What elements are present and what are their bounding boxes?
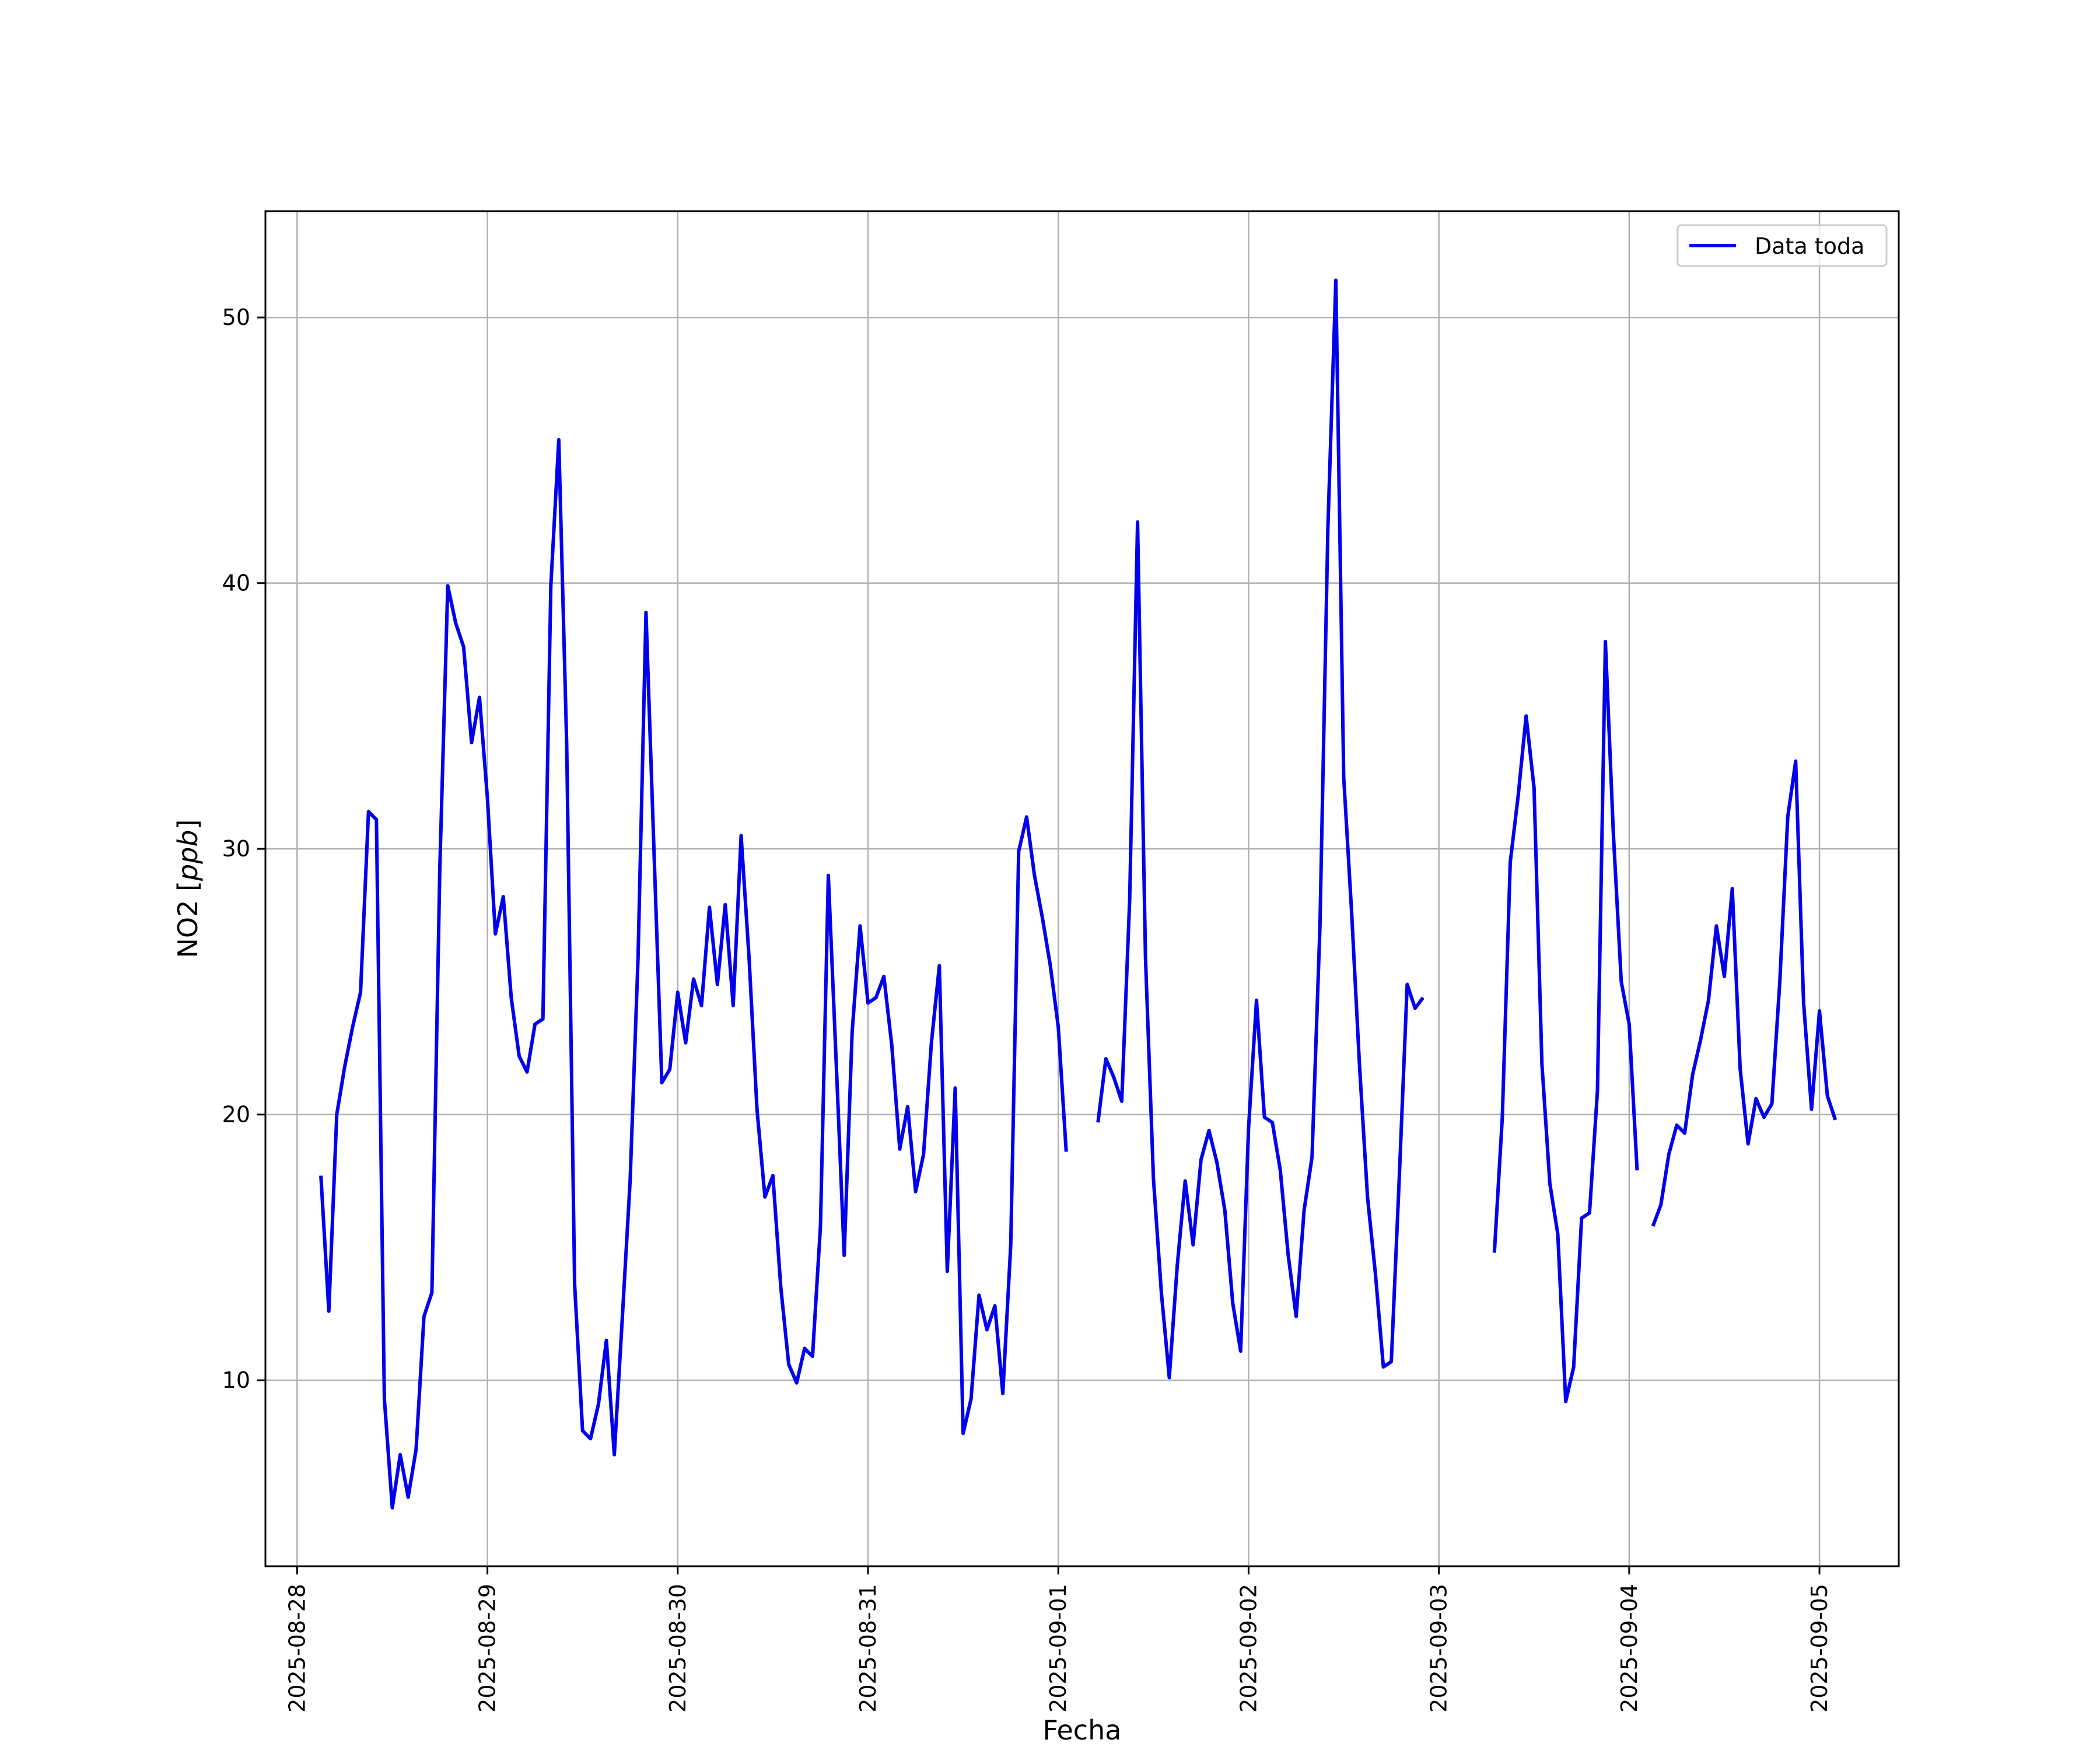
x-tick-label: 2025-09-05	[1807, 1584, 1832, 1713]
series-layer	[319, 278, 1838, 1510]
legend: Data toda	[1676, 224, 1888, 267]
x-tick-label: 2025-08-30	[665, 1584, 691, 1713]
x-tick-label: 2025-08-31	[855, 1584, 881, 1713]
x-tick-label: 2025-08-28	[284, 1584, 310, 1713]
y-axis-label: NO2 [ppb]	[172, 819, 204, 958]
x-tick-label: 2025-09-04	[1616, 1584, 1642, 1713]
y-tick-label: 40	[222, 570, 250, 596]
y-axis-label-suffix: ]	[172, 819, 204, 830]
legend-label-data-toda: Data toda	[1755, 233, 1864, 259]
x-tick-label: 2025-09-02	[1236, 1584, 1261, 1713]
x-axis-label: Fecha	[1043, 1714, 1122, 1746]
x-tick-label: 2025-09-01	[1045, 1584, 1071, 1713]
series-line-data-toda-segment-0	[319, 438, 1068, 1510]
x-tick-label: 2025-09-03	[1426, 1584, 1452, 1713]
series-line-data-toda-segment-3	[1651, 759, 1838, 1227]
y-axis-label-unit: ppb	[172, 830, 204, 881]
grid	[265, 211, 1899, 1566]
y-tick-label: 30	[222, 836, 250, 862]
x-tick-label: 2025-08-29	[475, 1584, 501, 1713]
y-tick-label: 10	[222, 1367, 250, 1393]
plot-frame	[264, 210, 1900, 1567]
series-line-data-toda-segment-2	[1492, 639, 1639, 1404]
y-axis-label-text: NO2 [	[172, 881, 204, 958]
legend-box	[1676, 224, 1888, 267]
series-line-data-toda-segment-1	[1096, 278, 1424, 1380]
y-tick-label: 20	[222, 1102, 250, 1128]
y-tick-label: 50	[222, 304, 250, 330]
ticks: 2025-08-28 2025-08-29 2025-08-30 2025-08-31…	[222, 304, 1832, 1713]
